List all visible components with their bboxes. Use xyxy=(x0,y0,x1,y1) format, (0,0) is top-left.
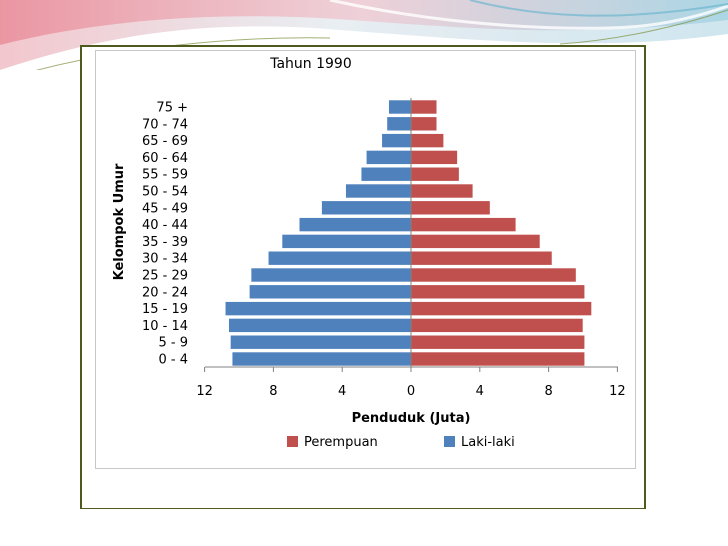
legend: Perempuan Laki-laki xyxy=(287,435,515,450)
age-label-65-69: 65 - 69 xyxy=(142,134,188,149)
bar-perempuan-20-24 xyxy=(410,284,586,300)
bar-laki-laki-40-44 xyxy=(298,217,412,232)
bar-laki-laki-15-19 xyxy=(224,301,412,316)
bar-perempuan-35-39 xyxy=(410,234,541,249)
x-tick-label: 12 xyxy=(609,384,626,399)
bar-perempuan-5-9 xyxy=(410,334,586,350)
bar-perempuan-45-49 xyxy=(410,200,491,216)
age-label-55-59: 55 - 59 xyxy=(142,168,188,183)
bar-perempuan-60-64 xyxy=(410,150,458,165)
chart-title: Tahun 1990 xyxy=(269,56,352,72)
slide-decoration xyxy=(0,0,728,70)
age-label-10-14: 10 - 14 xyxy=(142,319,188,334)
bar-perempuan-65-69 xyxy=(410,133,444,148)
bar-perempuan-30-34 xyxy=(410,250,553,266)
bar-laki-laki-55-59 xyxy=(360,166,412,182)
age-label-75: 75 + xyxy=(156,101,188,116)
x-axis-ticks: 12 8 4 0 4 8 12 xyxy=(196,367,626,399)
bar-laki-laki-25-29 xyxy=(250,267,412,283)
bar-perempuan-15-19 xyxy=(410,301,592,316)
age-label-35-39: 35 - 39 xyxy=(142,235,188,250)
age-label-50-54: 50 - 54 xyxy=(142,185,188,200)
bar-laki-laki-20-24 xyxy=(249,284,412,300)
age-label-15-19: 15 - 19 xyxy=(142,302,188,317)
bar-laki-laki-35-39 xyxy=(281,234,412,249)
x-tick-label: 12 xyxy=(196,384,213,399)
bar-laki-laki-0-4 xyxy=(231,351,412,367)
legend-swatch-perempuan xyxy=(287,436,298,447)
bar-perempuan-75 xyxy=(410,99,438,115)
legend-swatch-laki-laki xyxy=(444,436,455,447)
bar-laki-laki-10-14 xyxy=(228,318,412,333)
age-label-70-74: 70 - 74 xyxy=(142,117,188,132)
bar-laki-laki-50-54 xyxy=(345,183,412,199)
age-label-40-44: 40 - 44 xyxy=(142,218,188,233)
legend-label-laki-laki: Laki-laki xyxy=(461,435,515,450)
age-label-60-64: 60 - 64 xyxy=(142,151,188,166)
age-label-30-34: 30 - 34 xyxy=(142,252,188,267)
bar-laki-laki-30-34 xyxy=(267,250,412,266)
bar-perempuan-0-4 xyxy=(410,351,586,367)
bar-laki-laki-5-9 xyxy=(230,334,412,350)
age-label-20-24: 20 - 24 xyxy=(142,285,188,300)
age-label-45-49: 45 - 49 xyxy=(142,201,188,216)
legend-label-perempuan: Perempuan xyxy=(304,435,378,450)
bar-perempuan-55-59 xyxy=(410,166,460,182)
x-tick-label: 8 xyxy=(544,384,552,399)
y-axis-title: Kelompok Umur xyxy=(112,163,127,280)
bar-laki-laki-45-49 xyxy=(321,200,412,216)
bar-laki-laki-70-74 xyxy=(386,116,412,132)
x-axis-title: Penduduk (Juta) xyxy=(352,411,471,426)
x-tick-label: 0 xyxy=(407,384,415,399)
age-label-25-29: 25 - 29 xyxy=(142,269,188,284)
bar-perempuan-40-44 xyxy=(410,217,517,232)
x-tick-label: 4 xyxy=(338,384,346,399)
female-bars xyxy=(410,99,592,367)
x-tick-label: 8 xyxy=(269,384,277,399)
bar-perempuan-25-29 xyxy=(410,267,577,283)
bar-perempuan-70-74 xyxy=(410,116,438,132)
bar-laki-laki-65-69 xyxy=(381,133,412,148)
age-label-5-9: 5 - 9 xyxy=(159,336,189,351)
bar-laki-laki-60-64 xyxy=(365,150,412,165)
x-tick-label: 4 xyxy=(476,384,484,399)
age-label-0-4: 0 - 4 xyxy=(159,353,189,368)
population-pyramid-chart: Tahun 1990 Kelompok Umur 0 - 4 5 - 9 10 - … xyxy=(112,56,626,450)
bar-perempuan-50-54 xyxy=(410,183,474,199)
male-bars xyxy=(224,99,412,367)
bar-perempuan-10-14 xyxy=(410,318,584,333)
bar-laki-laki-75 xyxy=(388,99,412,115)
